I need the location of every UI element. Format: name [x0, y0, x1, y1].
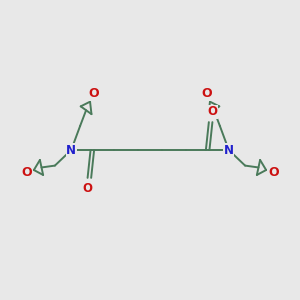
Text: O: O: [268, 166, 279, 179]
Text: O: O: [207, 105, 218, 118]
Text: N: N: [224, 143, 234, 157]
Text: N: N: [66, 143, 76, 157]
Text: O: O: [21, 166, 32, 179]
Text: O: O: [201, 87, 211, 100]
Text: O: O: [82, 182, 93, 195]
Text: O: O: [88, 87, 99, 100]
